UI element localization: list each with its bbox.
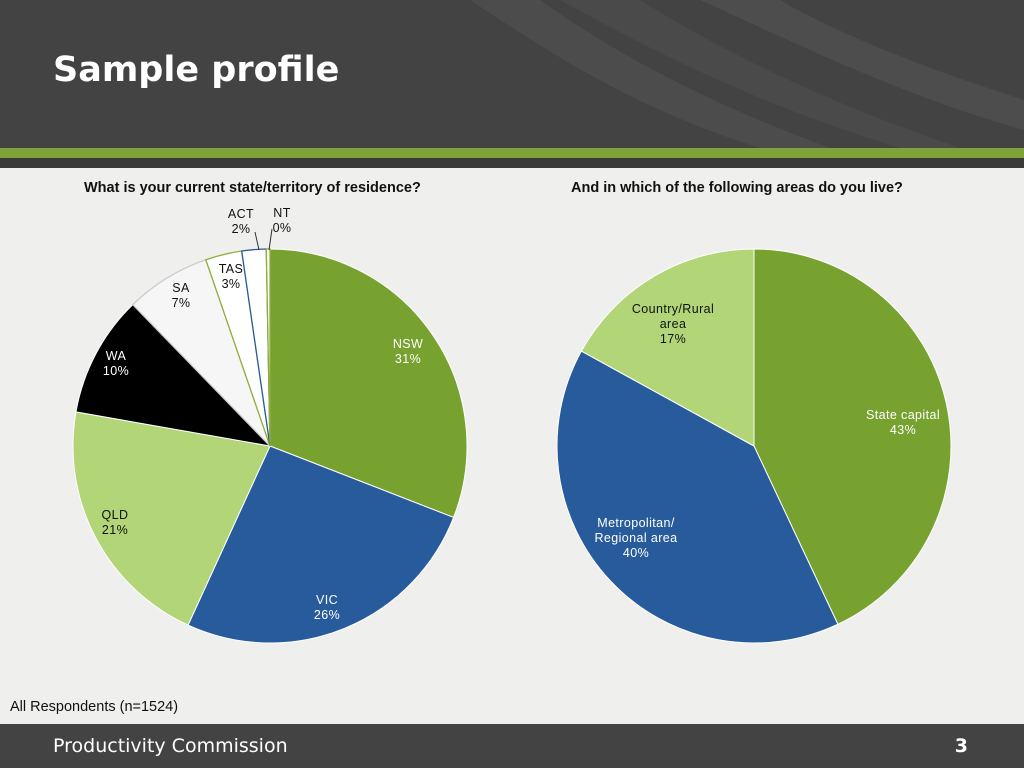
- slice-label-tas: TAS 3%: [219, 262, 244, 291]
- footer-organisation: Productivity Commission: [53, 735, 288, 757]
- slice-label-wa: WA 10%: [103, 349, 129, 378]
- pie-slice-state-capital: [753, 248, 952, 625]
- slice-label-nsw: NSW 31%: [393, 337, 423, 366]
- pie-slice-nsw: [269, 248, 468, 519]
- slice-label-country-rural-area: Country/Rural area 17%: [632, 302, 714, 346]
- slice-label-act: ACT 2%: [228, 207, 254, 236]
- footnote: All Respondents (n=1524): [10, 699, 179, 715]
- slice-label-metropolitan-regional-area: Metropolitan/Regional area 40%: [594, 516, 677, 560]
- chart-title-state: What is your current state/territory of …: [84, 180, 421, 196]
- chart-title-area: And in which of the following areas do y…: [571, 180, 903, 196]
- leader-line-act: [254, 231, 260, 251]
- slice-label-sa: SA 7%: [172, 281, 191, 310]
- accent-bar-green: [0, 148, 1024, 158]
- pie-slice-qld: [72, 411, 271, 626]
- pie-slice-nt: [265, 248, 271, 447]
- pie-slice-vic: [187, 445, 455, 644]
- slice-label-nt: NT 0%: [273, 206, 292, 235]
- header-decoration: [470, 0, 1024, 148]
- slice-label-vic: VIC 26%: [314, 593, 340, 622]
- slide-footer: Productivity Commission 3: [0, 724, 1024, 768]
- slice-label-qld: QLD 21%: [102, 508, 129, 537]
- pie-slice-country-rural-area: [580, 248, 755, 447]
- pie-slice-wa: [75, 303, 272, 447]
- slide-header: Sample profile: [0, 0, 1024, 148]
- page-number: 3: [954, 735, 968, 757]
- pie-slice-metropolitan-regional-area: [556, 350, 839, 644]
- slide-title: Sample profile: [53, 50, 340, 90]
- pie-chart-area: State capital 43% Metropolitan/Regional ar…: [556, 248, 952, 644]
- leader-line-nt: [268, 228, 273, 251]
- accent-bar-dark: [0, 158, 1024, 168]
- slice-label-state-capital: State capital 43%: [866, 408, 940, 437]
- pie-chart-state: NSW 31% VIC 26% QLD 21% WA 10% SA 7% TAS 3% ACT 2% NT 0…: [72, 206, 468, 644]
